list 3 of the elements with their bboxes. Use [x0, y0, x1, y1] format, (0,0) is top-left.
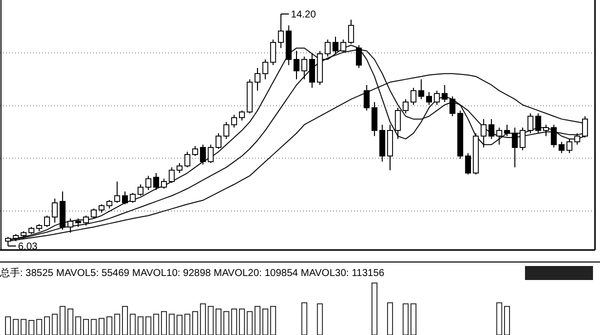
- annotation: 14.20: [290, 10, 316, 20]
- annotation: 6.03: [18, 242, 38, 252]
- chart-title: 总手: 38525 MAVOL5: 55469 MAVOL10: 92898 MAVOL20: 109854 MAVOL30: 113156: [0, 267, 385, 279]
